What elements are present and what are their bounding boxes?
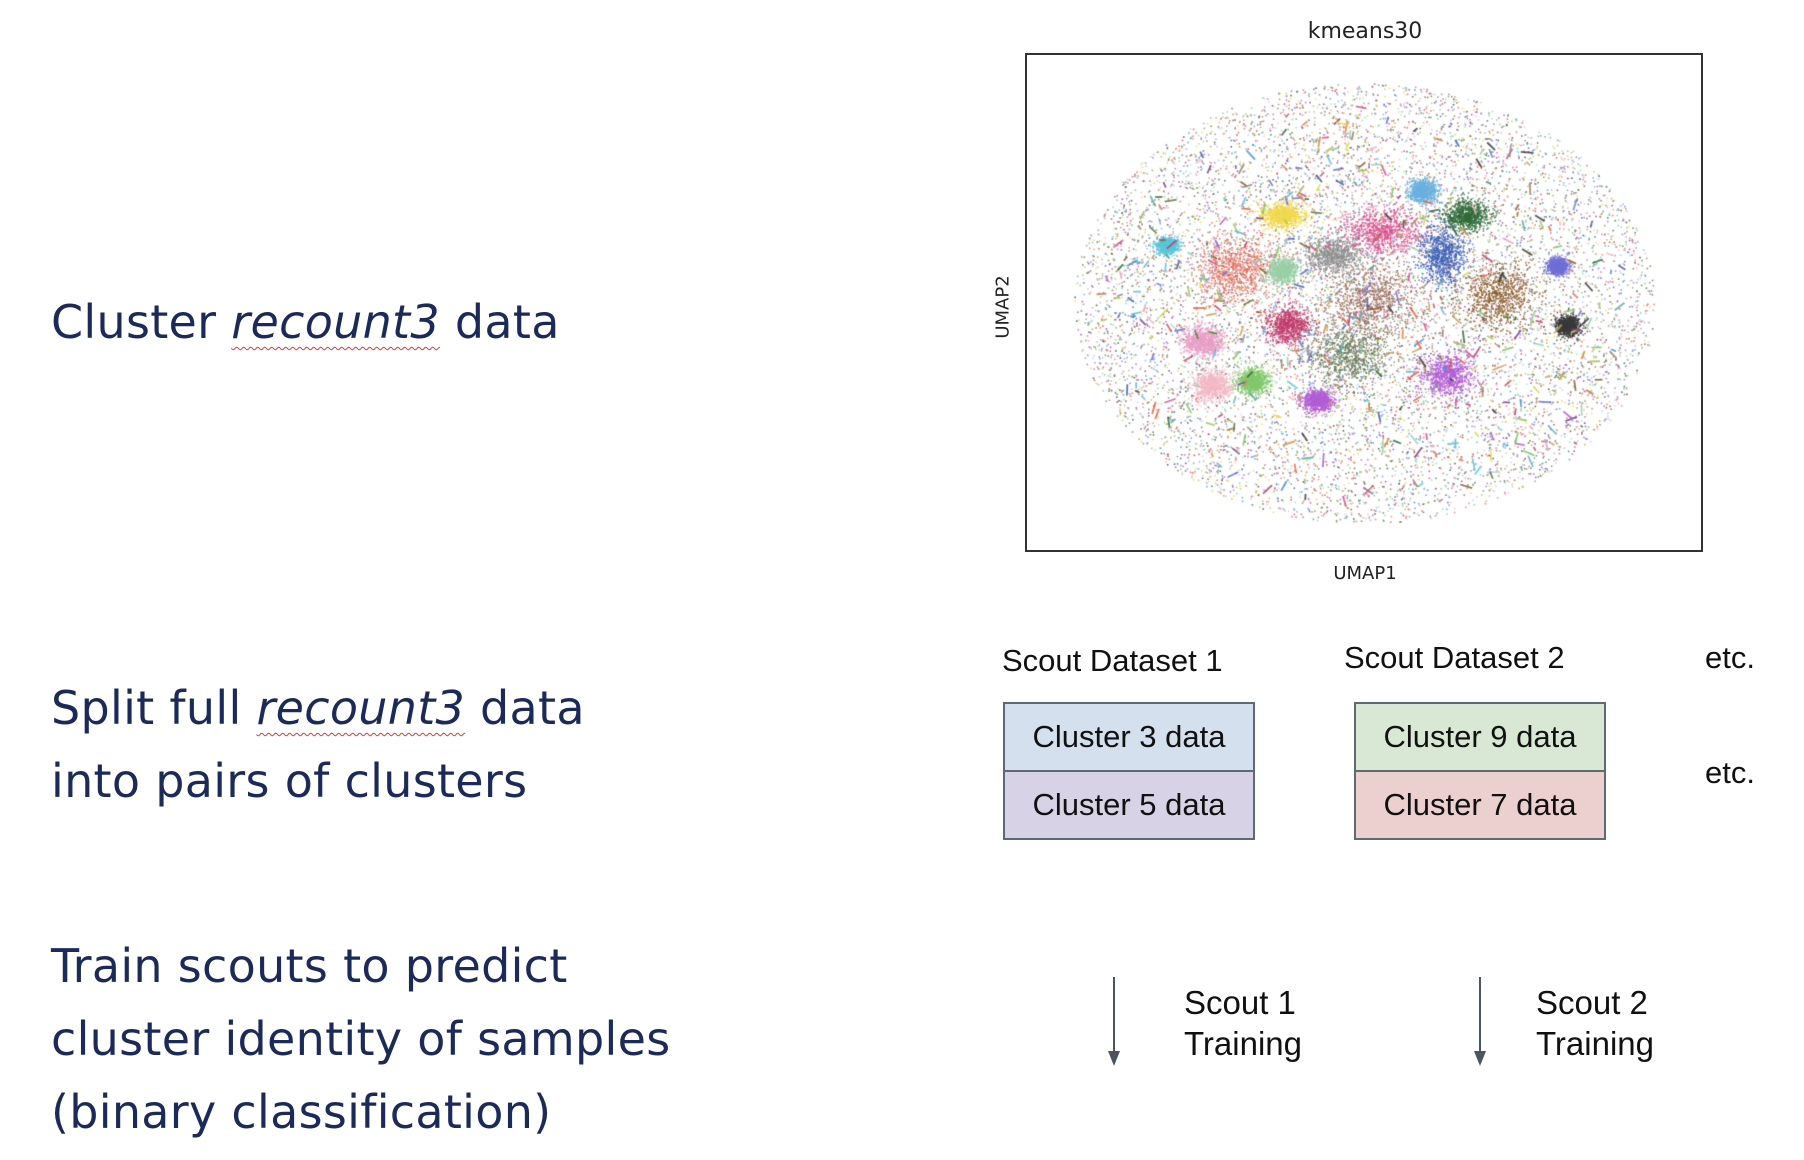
recount3-term: recount3 [231,295,440,349]
step-train-text: Train scouts to predict cluster identity … [51,939,671,1139]
step-split-text: Split full recount3 data into pairs of cl… [51,681,585,808]
scout-dataset-2-title: Scout Dataset 2 [1344,640,1565,675]
scout-1-training-label: Scout 1 Training [1184,984,1302,1062]
plot-title: kmeans30 [1307,19,1423,44]
scout-2-cluster-b-box: Cluster 7 data [1354,770,1606,840]
scout-2-cluster-a-box: Cluster 9 data [1354,702,1606,772]
recount3-term: recount3 [256,681,466,735]
etc-label: etc. [1705,755,1755,790]
down-arrow-icon [1474,977,1486,1066]
umap-scatter-plot [1025,53,1703,552]
step-cluster-text: Cluster recount3 data [51,295,560,349]
x-axis-label: UMAP1 [1333,563,1397,584]
etc-label: etc. [1705,640,1755,675]
down-arrow-icon [1108,977,1120,1066]
scatter-points [1027,55,1701,550]
y-axis-label: UMAP2 [992,275,1014,339]
scout-dataset-1-title: Scout Dataset 1 [1002,643,1223,678]
scout-1-cluster-a-box: Cluster 3 data [1003,702,1255,772]
scout-2-training-label: Scout 2 Training [1536,984,1654,1062]
scout-1-cluster-b-box: Cluster 5 data [1003,770,1255,840]
